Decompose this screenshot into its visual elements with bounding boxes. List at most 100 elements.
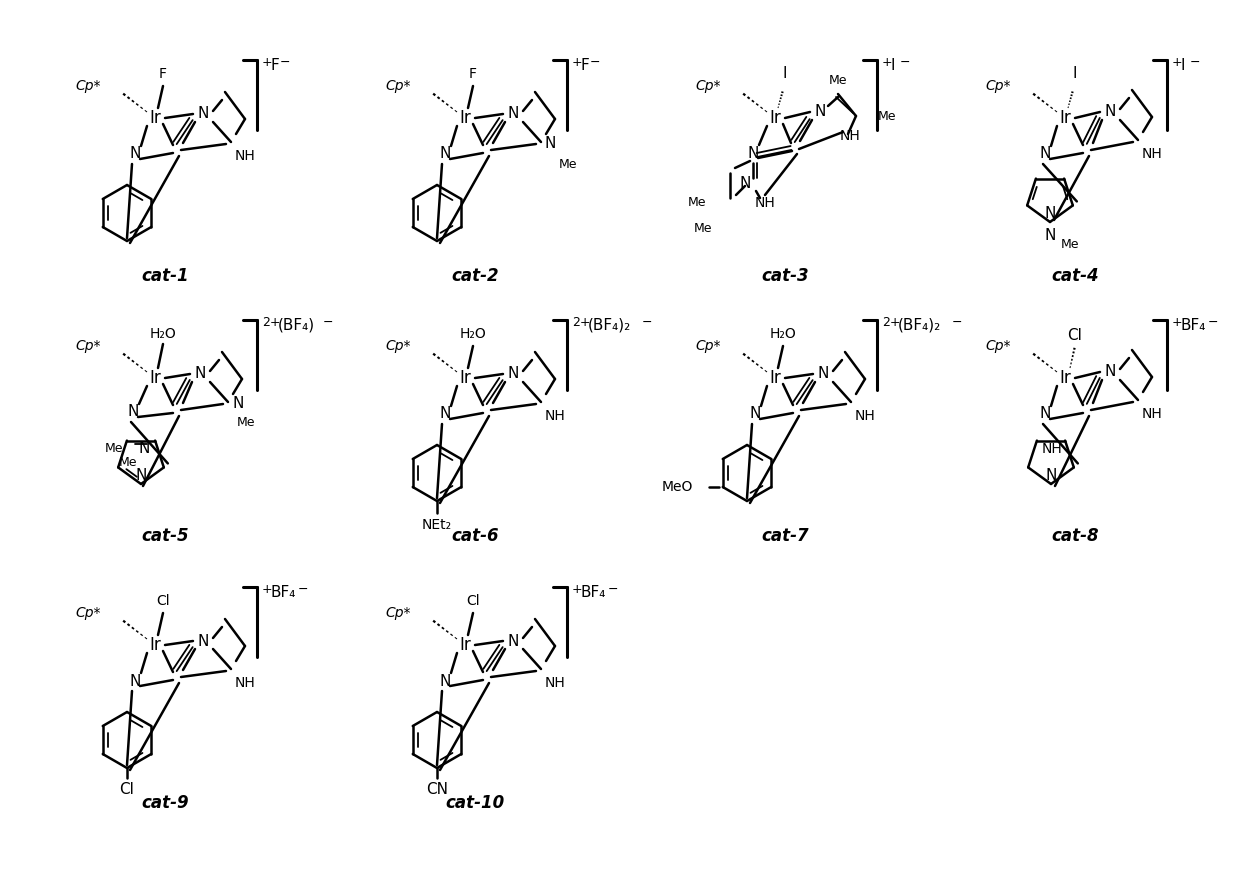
Text: N: N	[1039, 147, 1050, 162]
Text: −: −	[590, 56, 600, 69]
Text: −: −	[642, 316, 652, 329]
Text: Cp*: Cp*	[76, 606, 100, 620]
Text: F: F	[272, 58, 280, 73]
Text: Me: Me	[119, 456, 138, 469]
Text: −: −	[1208, 316, 1219, 329]
Text: N: N	[439, 147, 450, 162]
Text: NH: NH	[856, 409, 875, 423]
Text: N: N	[748, 146, 759, 161]
Text: NH: NH	[236, 676, 255, 690]
Text: N: N	[129, 147, 140, 162]
Text: N: N	[739, 176, 751, 190]
Text: NH: NH	[546, 409, 565, 423]
Text: N: N	[1039, 407, 1050, 422]
Text: +: +	[1172, 56, 1183, 69]
Text: H₂O: H₂O	[460, 327, 486, 341]
Text: NH: NH	[755, 196, 775, 210]
Text: Ir: Ir	[769, 369, 781, 387]
Text: −: −	[900, 56, 910, 69]
Text: N: N	[1045, 469, 1056, 484]
Text: Ir: Ir	[1059, 109, 1071, 127]
Text: I: I	[1180, 58, 1185, 73]
Text: F: F	[159, 67, 167, 81]
Text: 2+: 2+	[262, 316, 280, 329]
Text: N: N	[507, 106, 518, 121]
Text: N: N	[139, 441, 150, 456]
Text: Me: Me	[559, 157, 578, 171]
Text: N: N	[128, 405, 139, 420]
Text: F: F	[469, 67, 477, 81]
Text: (BF₄)₂: (BF₄)₂	[588, 318, 631, 333]
Text: 2+: 2+	[882, 316, 900, 329]
Text: N: N	[129, 674, 140, 689]
Text: Me: Me	[237, 415, 255, 429]
Text: I: I	[892, 58, 895, 73]
Text: 2+: 2+	[572, 316, 590, 329]
Text: cat-3: cat-3	[761, 267, 808, 285]
Text: +: +	[1172, 316, 1183, 329]
Text: Cl: Cl	[1068, 329, 1083, 344]
Text: +: +	[262, 56, 273, 69]
Text: −: −	[280, 56, 290, 69]
Text: Me: Me	[104, 442, 123, 455]
Text: +: +	[572, 56, 583, 69]
Text: NH: NH	[1142, 147, 1163, 161]
Text: N: N	[1044, 207, 1055, 222]
Text: NEt₂: NEt₂	[422, 518, 453, 532]
Text: Ir: Ir	[459, 109, 471, 127]
Text: cat-1: cat-1	[141, 267, 188, 285]
Text: N: N	[197, 106, 208, 121]
Text: Ir: Ir	[149, 109, 161, 127]
Text: NH: NH	[839, 129, 861, 143]
Text: Ir: Ir	[149, 636, 161, 654]
Text: −: −	[322, 316, 334, 329]
Text: Cp*: Cp*	[696, 339, 720, 353]
Text: −: −	[952, 316, 962, 329]
Text: cat-9: cat-9	[141, 794, 188, 812]
Text: Ir: Ir	[459, 369, 471, 387]
Text: MeO: MeO	[662, 480, 693, 494]
Text: N: N	[815, 104, 826, 119]
Text: Ir: Ir	[459, 636, 471, 654]
Text: cat-5: cat-5	[141, 527, 188, 545]
Text: Ir: Ir	[149, 369, 161, 387]
Text: H₂O: H₂O	[150, 327, 176, 341]
Text: N: N	[439, 674, 450, 689]
Text: F: F	[582, 58, 590, 73]
Text: Cp*: Cp*	[986, 79, 1011, 93]
Text: N: N	[439, 407, 450, 422]
Text: −: −	[608, 583, 619, 596]
Text: CN: CN	[427, 782, 448, 797]
Text: BF₄: BF₄	[272, 585, 296, 600]
Text: BF₄: BF₄	[582, 585, 606, 600]
Text: cat-8: cat-8	[1052, 527, 1099, 545]
Text: N: N	[195, 367, 206, 382]
Text: −: −	[1190, 56, 1200, 69]
Text: NH: NH	[1042, 442, 1063, 455]
Text: N: N	[507, 634, 518, 649]
Text: NH: NH	[546, 676, 565, 690]
Text: N: N	[507, 367, 518, 382]
Text: Me: Me	[693, 222, 712, 234]
Text: Cp*: Cp*	[386, 339, 410, 353]
Text: N: N	[817, 367, 828, 382]
Text: H₂O: H₂O	[770, 327, 796, 341]
Text: N: N	[1105, 104, 1116, 119]
Text: I: I	[1073, 66, 1078, 81]
Text: N: N	[197, 634, 208, 649]
Text: Cp*: Cp*	[986, 339, 1011, 353]
Text: Me: Me	[687, 196, 706, 210]
Text: N: N	[232, 397, 243, 411]
Text: I: I	[782, 66, 787, 81]
Text: Cp*: Cp*	[386, 606, 410, 620]
Text: BF₄: BF₄	[1180, 318, 1207, 333]
Text: (BF₄)₂: (BF₄)₂	[898, 318, 941, 333]
Text: cat-7: cat-7	[761, 527, 808, 545]
Text: N: N	[1105, 364, 1116, 379]
Text: NH: NH	[1142, 407, 1163, 421]
Text: N: N	[135, 469, 146, 484]
Text: cat-4: cat-4	[1052, 267, 1099, 285]
Text: Ir: Ir	[769, 109, 781, 127]
Text: Me: Me	[878, 110, 897, 123]
Text: Me: Me	[828, 73, 847, 87]
